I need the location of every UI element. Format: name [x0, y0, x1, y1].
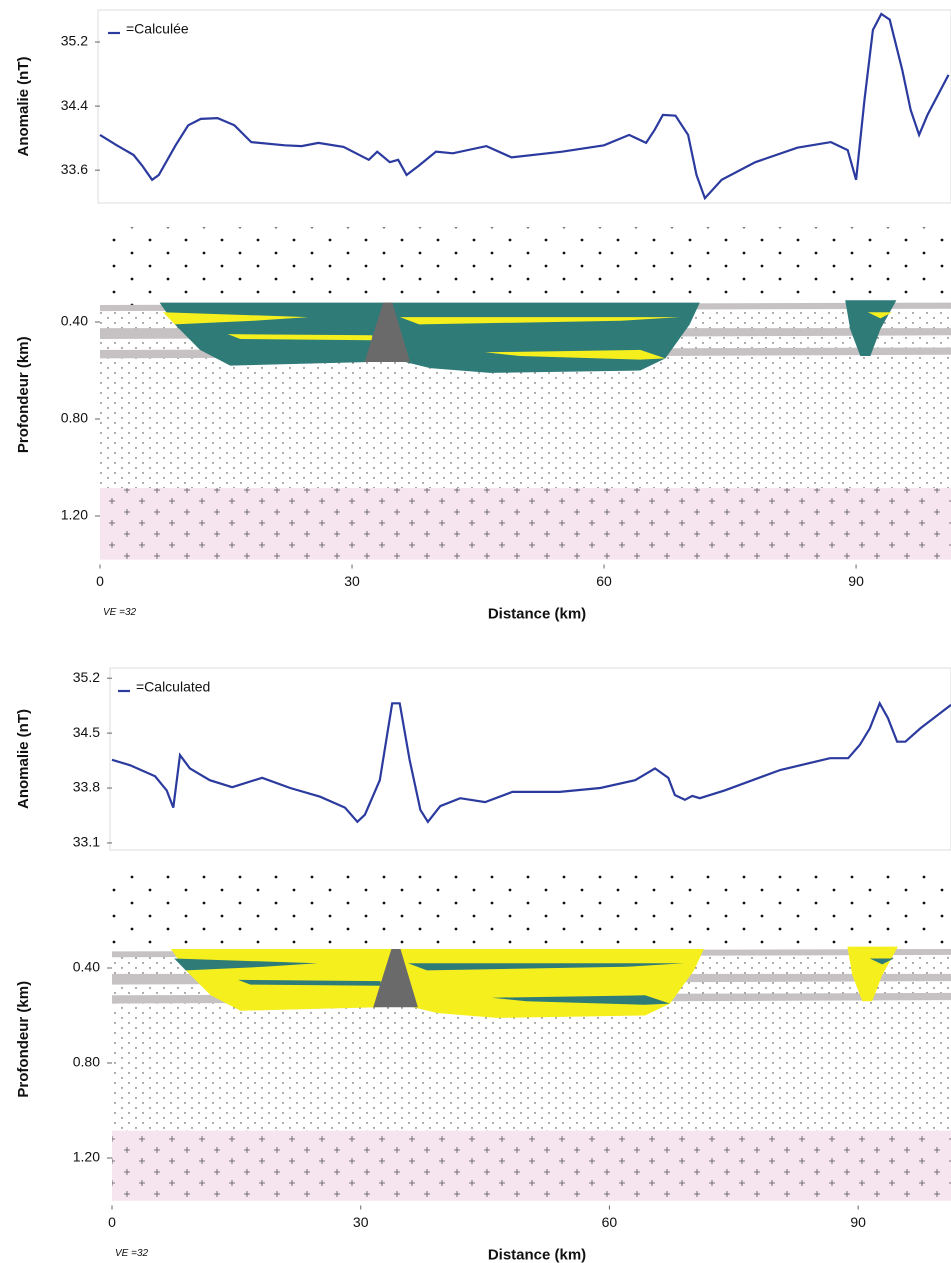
y-axis-label: Anomalie (nT)	[15, 709, 32, 809]
legend-label: =Calculée	[126, 21, 189, 37]
anomaly-line	[111, 700, 951, 824]
y-tick-label: 1.20	[73, 1149, 100, 1165]
x-tick-label: 0	[96, 573, 104, 589]
x-tick-label: 30	[344, 573, 360, 589]
y-tick-label: 33.8	[73, 779, 100, 795]
lens	[869, 958, 894, 965]
y-tick-label: 0.80	[61, 410, 88, 426]
lens	[227, 334, 373, 341]
basement-layer	[112, 1130, 951, 1201]
upper-layer	[100, 227, 951, 308]
y-tick-label: 0.40	[61, 313, 88, 329]
lens	[867, 312, 893, 319]
y-tick-label: 0.80	[73, 1054, 100, 1070]
y-tick-label: 1.20	[61, 507, 88, 523]
anomaly-line	[99, 12, 950, 201]
y-tick-label: 35.2	[61, 33, 88, 49]
intrusion	[373, 949, 418, 1008]
lens	[484, 349, 666, 360]
x-axis-label: Distance (km)	[488, 605, 586, 622]
x-tick-label: 90	[850, 1214, 866, 1230]
plot-frame	[109, 667, 951, 851]
lens	[163, 312, 309, 325]
x-tick-label: 60	[596, 573, 612, 589]
ve-annotation: VE =32	[115, 1248, 149, 1259]
x-tick-label: 90	[848, 573, 864, 589]
y-tick-label: 33.6	[61, 161, 88, 177]
x-tick-label: 30	[353, 1214, 369, 1230]
x-axis-label: Distance (km)	[488, 1246, 586, 1263]
x-tick-label: 0	[108, 1214, 116, 1230]
x-tick-label: 60	[602, 1214, 618, 1230]
legend-label: =Calculated	[136, 679, 210, 695]
lens	[491, 995, 670, 1005]
ve-annotation: VE =32	[103, 607, 137, 618]
y-tick-label: 34.5	[73, 724, 100, 740]
y-axis-label: Anomalie (nT)	[15, 56, 32, 156]
lens	[399, 317, 680, 325]
plot-frame	[97, 9, 951, 204]
y-tick-label: 0.40	[73, 959, 100, 975]
lens	[408, 963, 684, 971]
y-axis-label: Profondeur (km)	[15, 336, 32, 453]
y-tick-label: 33.1	[73, 834, 100, 850]
lens	[238, 979, 381, 986]
y-tick-label: 34.4	[61, 97, 88, 113]
lens	[174, 958, 318, 971]
basement-layer	[100, 488, 951, 560]
upper-layer	[112, 875, 951, 954]
y-axis-label: Profondeur (km)	[15, 981, 32, 1098]
y-tick-label: 35.2	[73, 669, 100, 685]
intrusion	[364, 302, 410, 362]
